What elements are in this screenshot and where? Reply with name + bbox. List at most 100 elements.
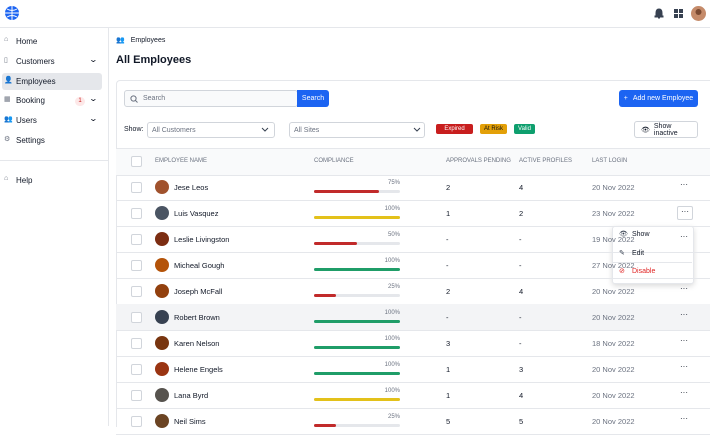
sidebar-item[interactable]: Home	[16, 37, 38, 46]
employee-name: Neil Sims	[174, 417, 206, 426]
add-employee-button[interactable]: + Add new Employee	[619, 90, 698, 107]
column-header: APPROVALS PENDING	[446, 158, 511, 164]
compliance-label: 100%	[384, 336, 400, 342]
menu-item[interactable]: Show	[632, 231, 650, 238]
profiles: 4	[519, 287, 524, 296]
sites-select[interactable]: All Sites	[289, 122, 425, 138]
sidebar-icon: 👥	[4, 116, 13, 124]
checkbox[interactable]	[131, 208, 142, 219]
row-actions[interactable]: ···	[680, 284, 688, 293]
last-login: 20 Nov 2022	[592, 391, 635, 400]
employee-name: Karen Nelson	[174, 339, 220, 348]
approvals: -	[446, 261, 449, 270]
row-actions[interactable]: ···	[677, 206, 693, 220]
search-input[interactable]: Search	[124, 90, 298, 107]
checkbox[interactable]	[131, 364, 142, 375]
checkbox[interactable]	[131, 312, 142, 323]
row-actions[interactable]: ···	[680, 258, 688, 267]
approvals: -	[446, 313, 449, 322]
sidebar-item[interactable]: Employees	[16, 76, 56, 86]
column-header: EMPLOYEE NAME	[155, 158, 208, 164]
employee-name: Jese Leos	[174, 183, 209, 192]
avatar	[155, 284, 169, 298]
sidebar-item[interactable]: Customers	[16, 56, 55, 66]
last-login: 20 Nov 2022	[592, 417, 635, 426]
checkbox[interactable]	[131, 260, 142, 271]
customers-select[interactable]: All Customers	[147, 122, 275, 138]
compliance-bar	[314, 372, 400, 375]
compliance-label: 100%	[384, 258, 400, 264]
avatar	[155, 362, 169, 376]
last-login: 20 Nov 2022	[592, 183, 635, 192]
row-actions[interactable]: ···	[680, 336, 688, 345]
checkbox[interactable]	[131, 234, 142, 245]
logo[interactable]	[4, 5, 20, 21]
page-title: All Employees	[116, 54, 192, 66]
checkbox[interactable]	[131, 156, 142, 167]
row-actions[interactable]: ···	[680, 414, 688, 423]
sidebar-icon: ⌂	[4, 36, 9, 43]
last-login: 19 Nov 2022	[592, 235, 635, 244]
active-item-bg	[2, 72, 102, 90]
booking-badge: 1	[75, 97, 85, 106]
chevron	[261, 127, 269, 132]
menu-icon: 👁	[619, 231, 628, 238]
profiles: 5	[519, 417, 524, 426]
checkbox[interactable]	[131, 390, 142, 401]
table-row	[116, 356, 710, 383]
show-label: Show:	[124, 126, 144, 133]
user-avatar[interactable]	[691, 6, 706, 21]
show-inactive-button[interactable]: 👁 Show inactive	[634, 121, 698, 138]
chevron: ⌄	[88, 54, 99, 64]
compliance-label: 100%	[384, 388, 400, 394]
menu-item[interactable]: Edit	[632, 249, 645, 257]
bell-icon[interactable]	[654, 8, 664, 19]
status-badge[interactable]: At Risk	[480, 124, 507, 134]
table-row	[116, 382, 710, 409]
menu-item[interactable]: Disable	[632, 268, 656, 275]
apps-icon[interactable]	[674, 9, 683, 18]
sidebar-icon: ▯	[4, 56, 8, 64]
employee-name: Joseph McFall	[174, 287, 223, 296]
row-actions[interactable]: ···	[680, 232, 688, 241]
row-actions[interactable]: ···	[680, 180, 688, 189]
compliance-label: 100%	[384, 362, 400, 368]
search-button[interactable]: Search	[297, 90, 329, 107]
sidebar	[0, 28, 109, 426]
profiles: 2	[519, 209, 524, 218]
avatar	[155, 336, 169, 350]
checkbox[interactable]	[131, 286, 142, 297]
table-row	[116, 200, 710, 227]
status-badge[interactable]: Expired	[436, 124, 473, 134]
employee-name: Luis Vasquez	[174, 209, 219, 218]
row-actions[interactable]: ···	[680, 362, 688, 371]
compliance-track	[314, 242, 400, 245]
checkbox[interactable]	[131, 182, 142, 193]
chevron	[413, 127, 421, 132]
row-actions[interactable]: ···	[680, 310, 688, 319]
column-header: COMPLIANCE	[314, 158, 354, 164]
employee-name: Micheal Gough	[174, 261, 225, 270]
checkbox[interactable]	[131, 338, 142, 349]
approvals: 1	[446, 365, 451, 374]
avatar	[155, 180, 169, 194]
checkbox[interactable]	[131, 416, 142, 427]
breadcrumb[interactable]: 👥 Employees	[116, 37, 166, 44]
sidebar-item[interactable]: Settings	[16, 136, 45, 145]
profiles: -	[519, 235, 522, 244]
sidebar-item[interactable]: Help	[16, 176, 33, 185]
approvals: 3	[446, 339, 451, 348]
sidebar-item[interactable]: Users	[16, 116, 37, 126]
compliance-label: 25%	[387, 414, 400, 420]
approvals: -	[446, 235, 449, 244]
row-actions[interactable]: ···	[680, 388, 688, 397]
menu-icon: ✎	[619, 249, 625, 257]
last-login: 20 Nov 2022	[592, 287, 635, 296]
compliance-bar	[314, 216, 400, 219]
status-badge[interactable]: Valid	[514, 124, 535, 134]
compliance-track	[314, 294, 400, 297]
sidebar-item[interactable]: Booking	[16, 96, 45, 106]
approvals: 5	[446, 417, 451, 426]
approvals: 1	[446, 391, 451, 400]
table-row	[116, 304, 710, 331]
